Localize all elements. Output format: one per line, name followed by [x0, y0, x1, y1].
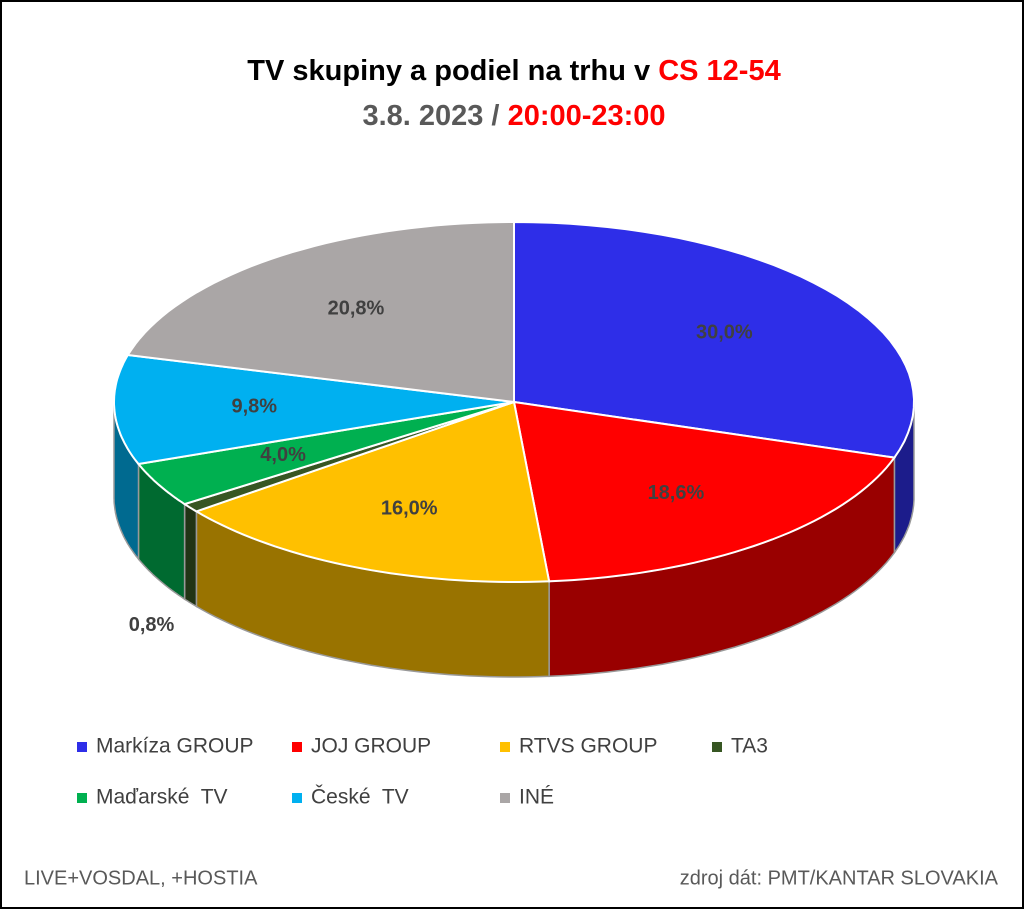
legend-label: TA3 — [731, 735, 768, 758]
legend-label: RTVS GROUP — [519, 735, 657, 758]
data-label: 9,8% — [231, 395, 277, 417]
legend-swatch — [500, 742, 510, 752]
title-text: TV skupiny a podiel na trhu v — [247, 55, 650, 87]
legend-swatch — [77, 742, 87, 752]
slice — [512, 400, 897, 583]
data-label: 16,0% — [381, 497, 438, 519]
slice — [182, 401, 515, 513]
legend-swatch — [292, 793, 302, 803]
data-label: 18,6% — [648, 482, 705, 504]
legend-label: Maďarské TV — [96, 786, 228, 809]
slice — [126, 220, 515, 404]
footnote-left: LIVE+VOSDAL, +HOSTIA — [24, 867, 258, 889]
subtitle-text: 3.8. 2023 / — [362, 100, 499, 132]
data-label: 20,8% — [328, 297, 385, 319]
data-label: 0,8% — [129, 614, 175, 636]
legend-label: Markíza GROUP — [96, 735, 254, 758]
legend-swatch — [500, 793, 510, 803]
subtitle-highlight: 20:00-23:00 — [508, 100, 666, 132]
legend-swatch — [77, 793, 87, 803]
legend-label: České TV — [311, 786, 409, 809]
legend: Markíza GROUP JOJ GROUP RTVS GROUP TA3 Maďar… — [77, 735, 768, 809]
slice-side — [183, 502, 198, 608]
title-highlight: CS 12-54 — [658, 55, 781, 87]
slice — [194, 400, 551, 583]
title: TV skupiny a podiel na trhu v CS 12-54 — [247, 55, 780, 87]
data-label: 4,0% — [260, 444, 306, 466]
slice — [513, 220, 916, 459]
legend-label: INÉ — [519, 786, 554, 809]
slice — [113, 353, 515, 466]
pie: 30,0% 18,6% 16,0% 0,8% 4,0% 9,8% 20,8% — [113, 220, 916, 678]
slice — [136, 401, 515, 506]
data-label: 30,0% — [696, 322, 753, 344]
legend-swatch — [712, 742, 722, 752]
legend-swatch — [292, 742, 302, 752]
footnote-right: zdroj dát: PMT/KANTAR SLOVAKIA — [680, 867, 999, 889]
subtitle: 3.8. 2023 / 20:00-23:00 — [362, 100, 665, 132]
legend-label: JOJ GROUP — [311, 735, 431, 758]
